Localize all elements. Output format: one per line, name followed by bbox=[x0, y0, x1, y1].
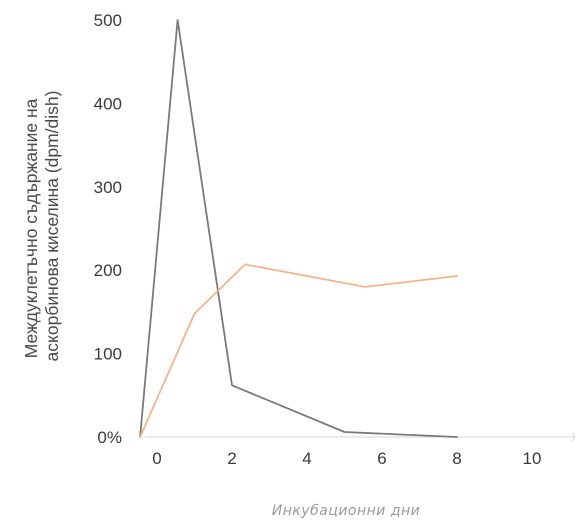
x-tick-label: 0 bbox=[152, 449, 161, 468]
x-axis-title: Инкубационни дни bbox=[272, 503, 421, 519]
x-axis-ticks: 0 2 4 6 8 10 bbox=[152, 449, 541, 468]
y-axis-title-line-2: аскорбинова киселина (dpm/dish) bbox=[42, 91, 62, 362]
y-axis-ticks: 0% 100 200 300 400 500 bbox=[94, 11, 122, 447]
series-line-1 bbox=[139, 19, 458, 438]
x-tick-label: 4 bbox=[302, 449, 311, 468]
x-tick-label: 2 bbox=[227, 449, 236, 468]
y-tick-label: 300 bbox=[94, 178, 122, 197]
x-tick-label: 8 bbox=[452, 449, 461, 468]
y-tick-label: 0% bbox=[97, 428, 122, 447]
y-tick-label: 400 bbox=[94, 94, 122, 113]
series-line-2 bbox=[139, 263, 458, 438]
x-tick-label: 10 bbox=[523, 449, 542, 468]
x-tick-label: 6 bbox=[377, 449, 386, 468]
x-axis-end-cap bbox=[571, 432, 575, 442]
y-tick-label: 200 bbox=[94, 261, 122, 280]
y-axis-title-line-1: Междуклетъчно съдържание на bbox=[21, 98, 41, 358]
series-lines bbox=[139, 19, 458, 438]
y-tick-label: 500 bbox=[94, 11, 122, 30]
y-tick-label: 100 bbox=[94, 345, 122, 364]
y-axis-title: Междуклетъчно съдържание на аскорбинова … bbox=[21, 91, 62, 362]
